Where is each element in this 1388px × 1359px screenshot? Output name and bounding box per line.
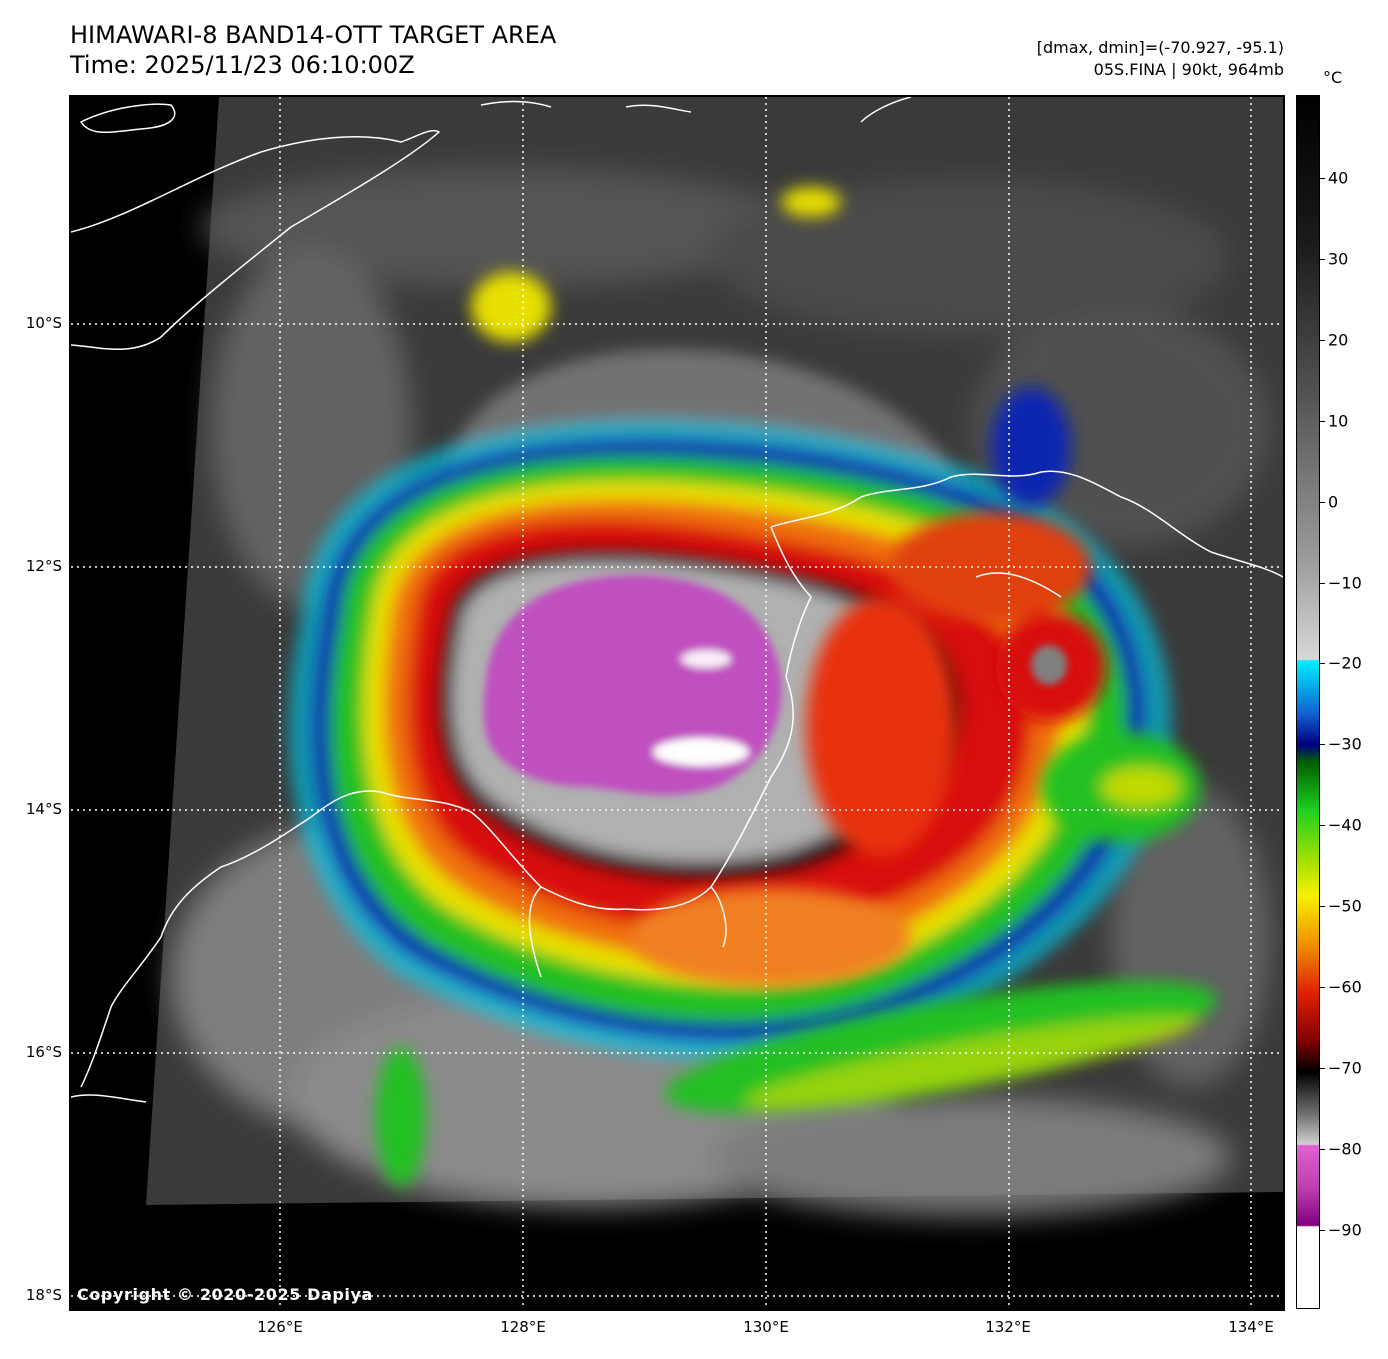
colorbar-tick-mark <box>1320 501 1325 503</box>
lon-label-134e: 134°E <box>1228 1318 1274 1336</box>
colorbar-tick-label: −20 <box>1328 653 1362 673</box>
colorbar-tick-mark <box>1320 987 1325 988</box>
lat-label-12s: 12°S <box>25 557 62 575</box>
colorbar-tick-mark <box>1320 178 1325 179</box>
lat-label-10s: 10°S <box>25 314 62 332</box>
lon-label-126e: 126°E <box>257 1318 303 1336</box>
lat-label-14s: 14°S <box>25 800 62 818</box>
colorbar-tick-mark <box>1320 420 1325 422</box>
colorbar-tick-mark <box>1320 744 1325 746</box>
colorbar-tick-mark <box>1320 663 1325 665</box>
colorbar-tick-label: −70 <box>1328 1058 1362 1078</box>
temperature-colorbar <box>1296 95 1320 1309</box>
colorbar-unit: °C <box>1323 68 1343 87</box>
colorbar-tick-label: 0 <box>1328 492 1339 512</box>
colorbar-tick-mark <box>1320 825 1325 827</box>
colorbar-tick-label: −60 <box>1328 977 1362 997</box>
colorbar-tick-mark <box>1320 1067 1325 1069</box>
colorbar-tick-label: 20 <box>1328 330 1349 350</box>
chart-title: HIMAWARI-8 BAND14-OTT TARGET AREA <box>70 21 557 49</box>
colorbar-tick-label: 30 <box>1328 249 1349 269</box>
colorbar-tick-label: −80 <box>1328 1139 1362 1159</box>
colorbar-tick-label: 40 <box>1328 168 1349 188</box>
colorbar-tick-mark <box>1320 906 1325 908</box>
storm-info: 05S.FINA | 90kt, 964mb <box>1093 60 1284 79</box>
lon-label-130e: 130°E <box>743 1318 789 1336</box>
colorbar-tick-mark <box>1320 1229 1325 1231</box>
colorbar-tick-label: −50 <box>1328 896 1362 916</box>
colorbar-tick-mark <box>1320 339 1325 341</box>
colorbar-tick-label: −30 <box>1328 734 1362 754</box>
lat-lon-gridlines <box>71 97 1283 1309</box>
colorbar-tick-label: −40 <box>1328 815 1362 835</box>
lon-label-132e: 132°E <box>985 1318 1031 1336</box>
colorbar-tick-label: −10 <box>1328 573 1362 592</box>
copyright-label: Copyright © 2020-2025 Dapiya <box>77 1285 373 1304</box>
chart-timestamp: Time: 2025/11/23 06:10:00Z <box>70 51 415 79</box>
cold-cloud-top <box>483 575 1067 795</box>
satellite-map: Copyright © 2020-2025 Dapiya <box>69 95 1285 1311</box>
data-range-info: [dmax, dmin]=(-70.927, -95.1) <box>1036 38 1284 57</box>
colorbar-tick-mark <box>1320 258 1325 260</box>
colorbar-tick-label: 10 <box>1328 411 1349 431</box>
colorbar-tick-mark <box>1320 582 1325 584</box>
lon-label-128e: 128°E <box>500 1318 546 1336</box>
lat-label-18s: 18°S <box>25 1286 62 1304</box>
coastlines <box>71 97 1283 1103</box>
colorbar-tick-label: −90 <box>1328 1220 1362 1240</box>
colorbar-tick-mark <box>1320 1148 1325 1150</box>
lat-label-16s: 16°S <box>25 1043 62 1061</box>
southern-rainbands <box>376 187 1217 1187</box>
